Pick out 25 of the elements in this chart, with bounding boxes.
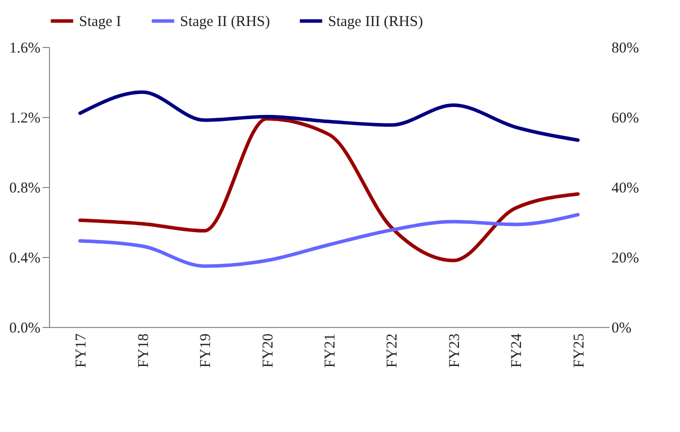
y-tick-label: 0.8%	[9, 180, 40, 196]
x-tick-label: FY18	[136, 334, 152, 368]
y-tick-label: 0.0%	[9, 320, 40, 336]
legend-label: Stage I	[79, 14, 122, 30]
x-tick-label: FY21	[322, 334, 338, 368]
line-series	[78, 117, 580, 262]
line-series	[78, 90, 580, 142]
y-tick-label: 1.6%	[9, 40, 40, 56]
legend-label: Stage III (RHS)	[328, 14, 423, 30]
legend-label: Stage II (RHS)	[180, 14, 270, 30]
x-tick-label: FY23	[446, 334, 463, 368]
y2-tick-label: 40%	[612, 180, 639, 196]
x-tick-label: FY25	[571, 334, 588, 368]
y2-tick-label: 80%	[612, 40, 639, 56]
x-tick-label: FY24	[509, 333, 526, 368]
y2-tick-label: 0%	[612, 320, 632, 336]
y-tick-label: 0.4%	[9, 250, 40, 266]
x-tick-label: FY20	[260, 334, 276, 368]
y2-tick-label: 20%	[612, 250, 639, 266]
x-tick-label: FY19	[198, 334, 214, 368]
x-tick-label: FY22	[384, 334, 401, 368]
x-tick-label: FY17	[74, 333, 90, 368]
y-tick-label: 1.2%	[9, 110, 40, 126]
y2-tick-label: 60%	[612, 110, 639, 126]
line-series	[78, 212, 580, 268]
